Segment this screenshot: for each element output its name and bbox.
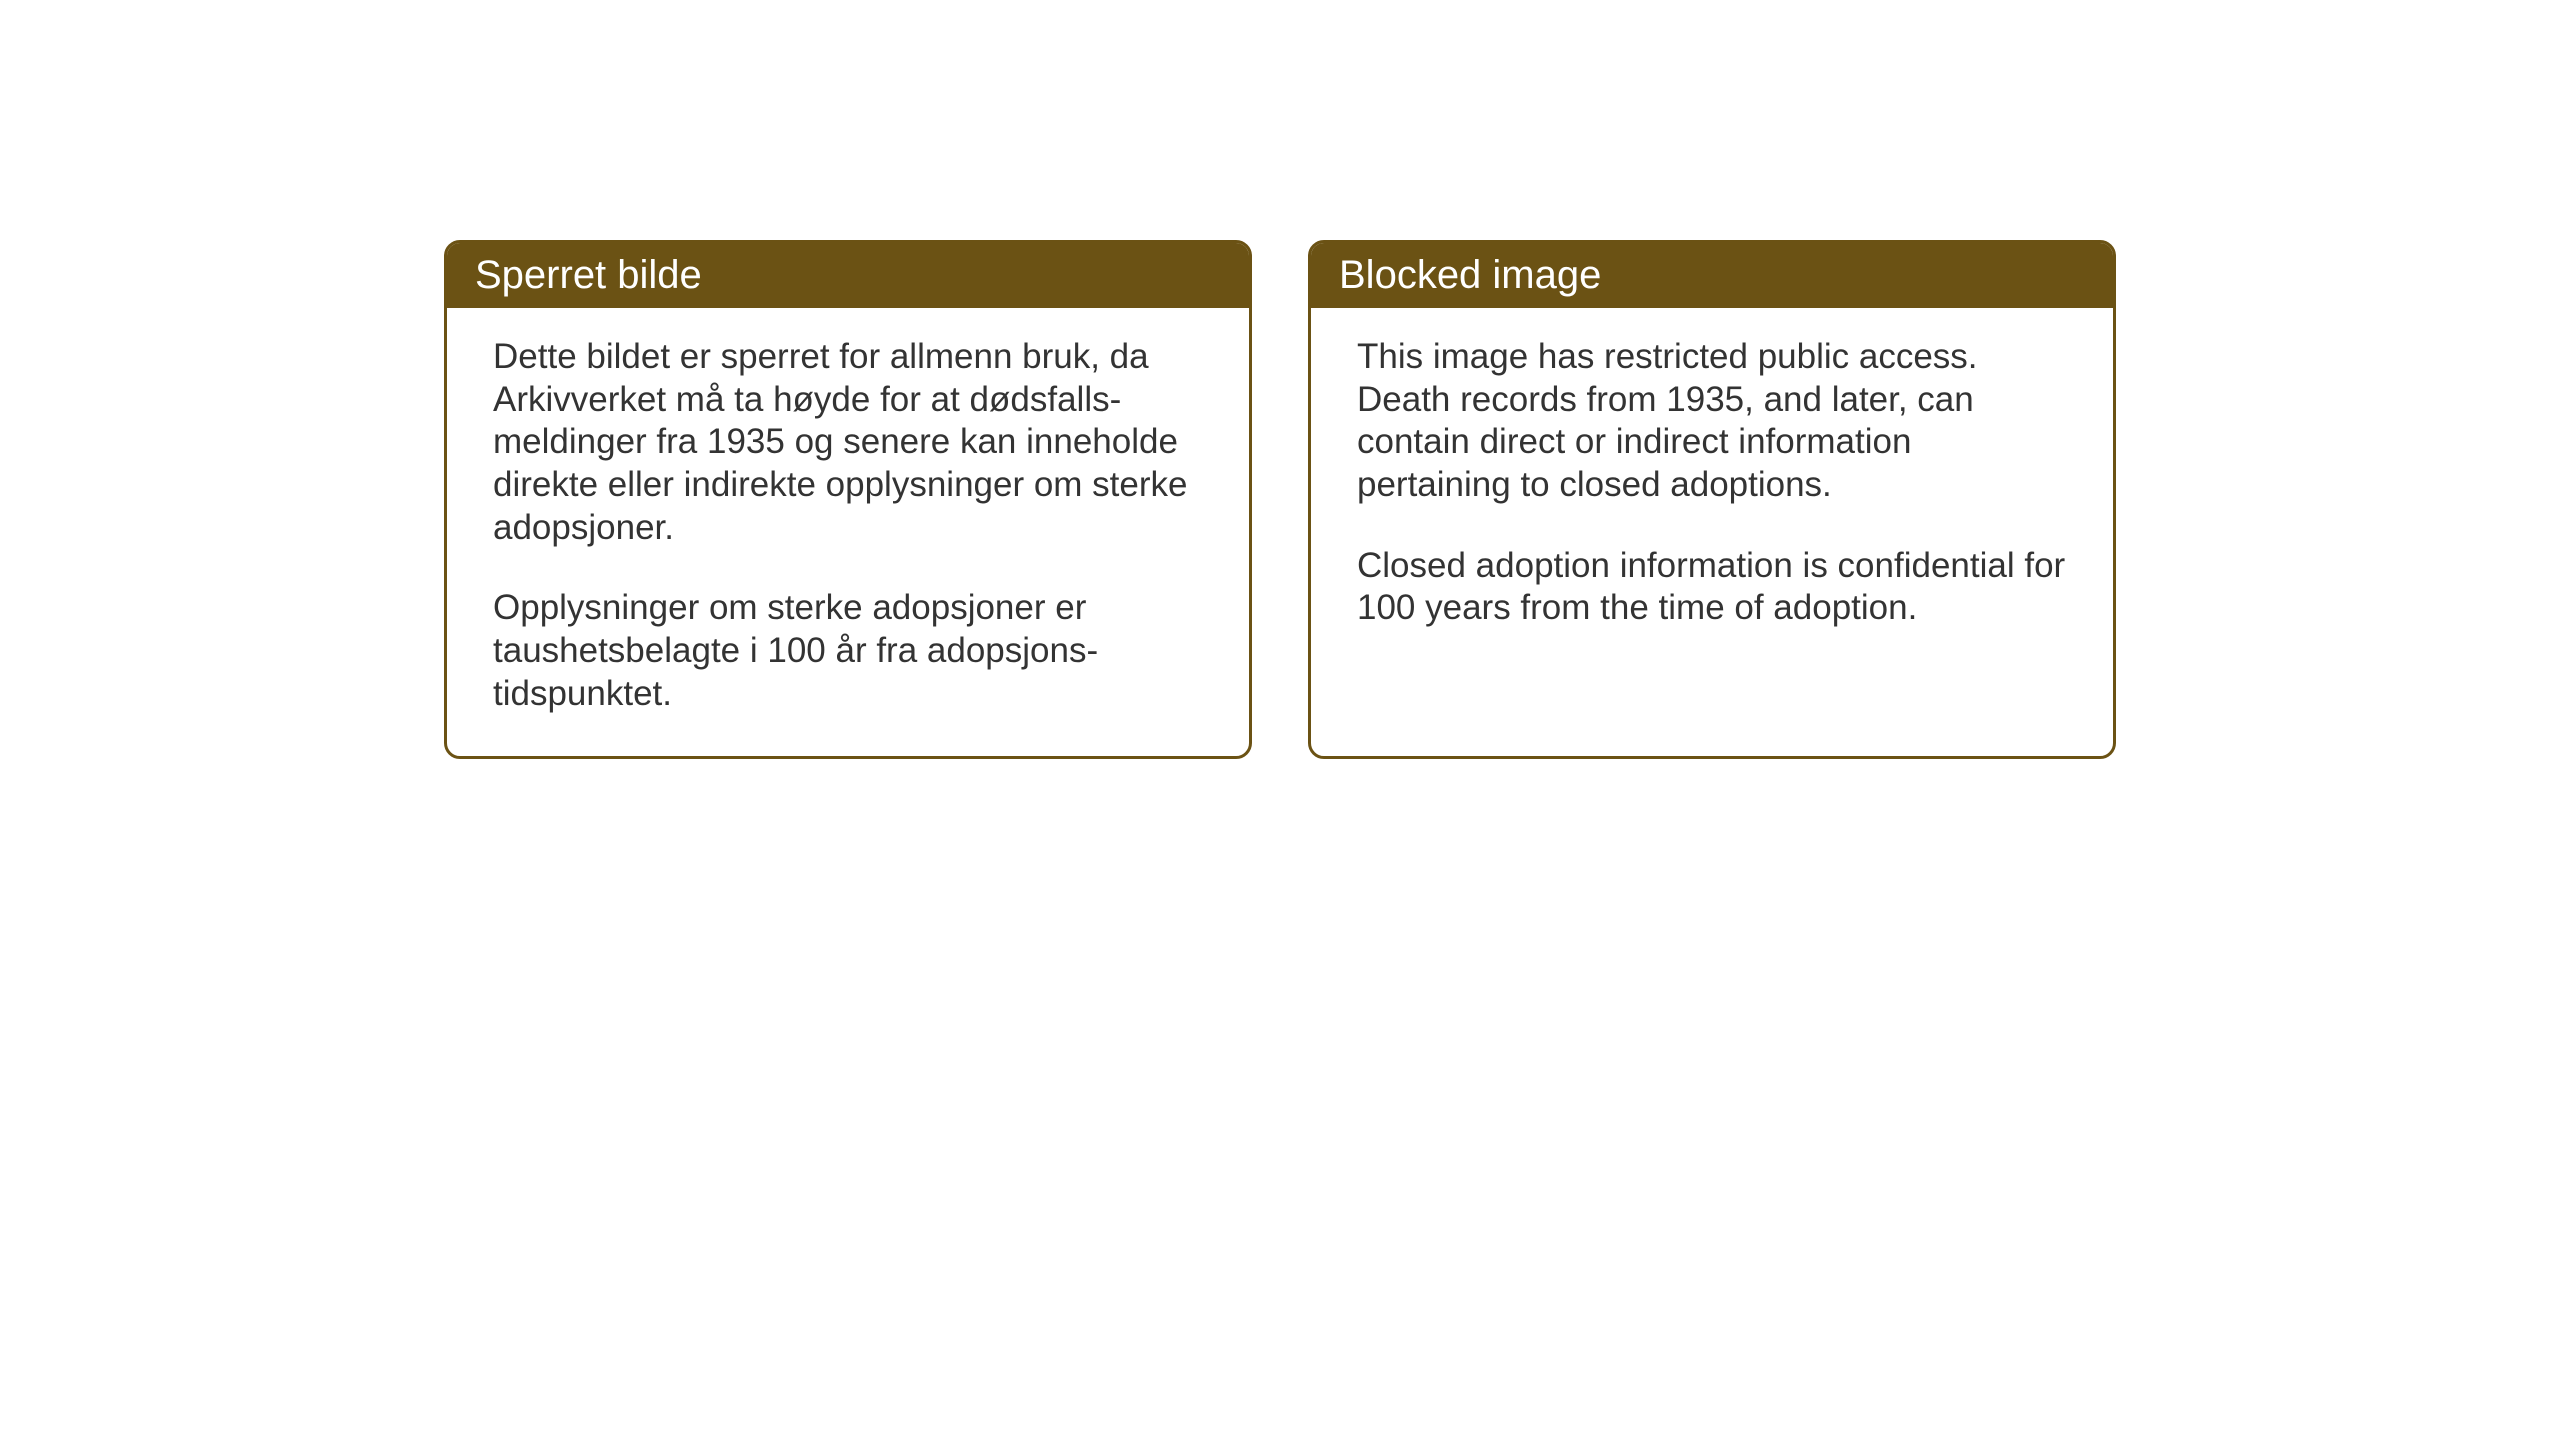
card-paragraph: Opplysninger om sterke adopsjoner er tau… — [493, 587, 1203, 715]
card-body-norwegian: Dette bildet er sperret for allmenn bruk… — [447, 308, 1249, 756]
card-paragraph: Dette bildet er sperret for allmenn bruk… — [493, 336, 1203, 549]
card-paragraph: Closed adoption information is confident… — [1357, 545, 2067, 630]
card-title: Blocked image — [1339, 253, 1601, 297]
card-body-english: This image has restricted public access.… — [1311, 308, 2113, 748]
card-title: Sperret bilde — [475, 253, 702, 297]
notice-card-norwegian: Sperret bilde Dette bildet er sperret fo… — [444, 240, 1252, 759]
notice-card-english: Blocked image This image has restricted … — [1308, 240, 2116, 759]
card-header-english: Blocked image — [1311, 243, 2113, 308]
notice-container: Sperret bilde Dette bildet er sperret fo… — [444, 240, 2116, 759]
card-paragraph: This image has restricted public access.… — [1357, 336, 2067, 507]
card-header-norwegian: Sperret bilde — [447, 243, 1249, 308]
